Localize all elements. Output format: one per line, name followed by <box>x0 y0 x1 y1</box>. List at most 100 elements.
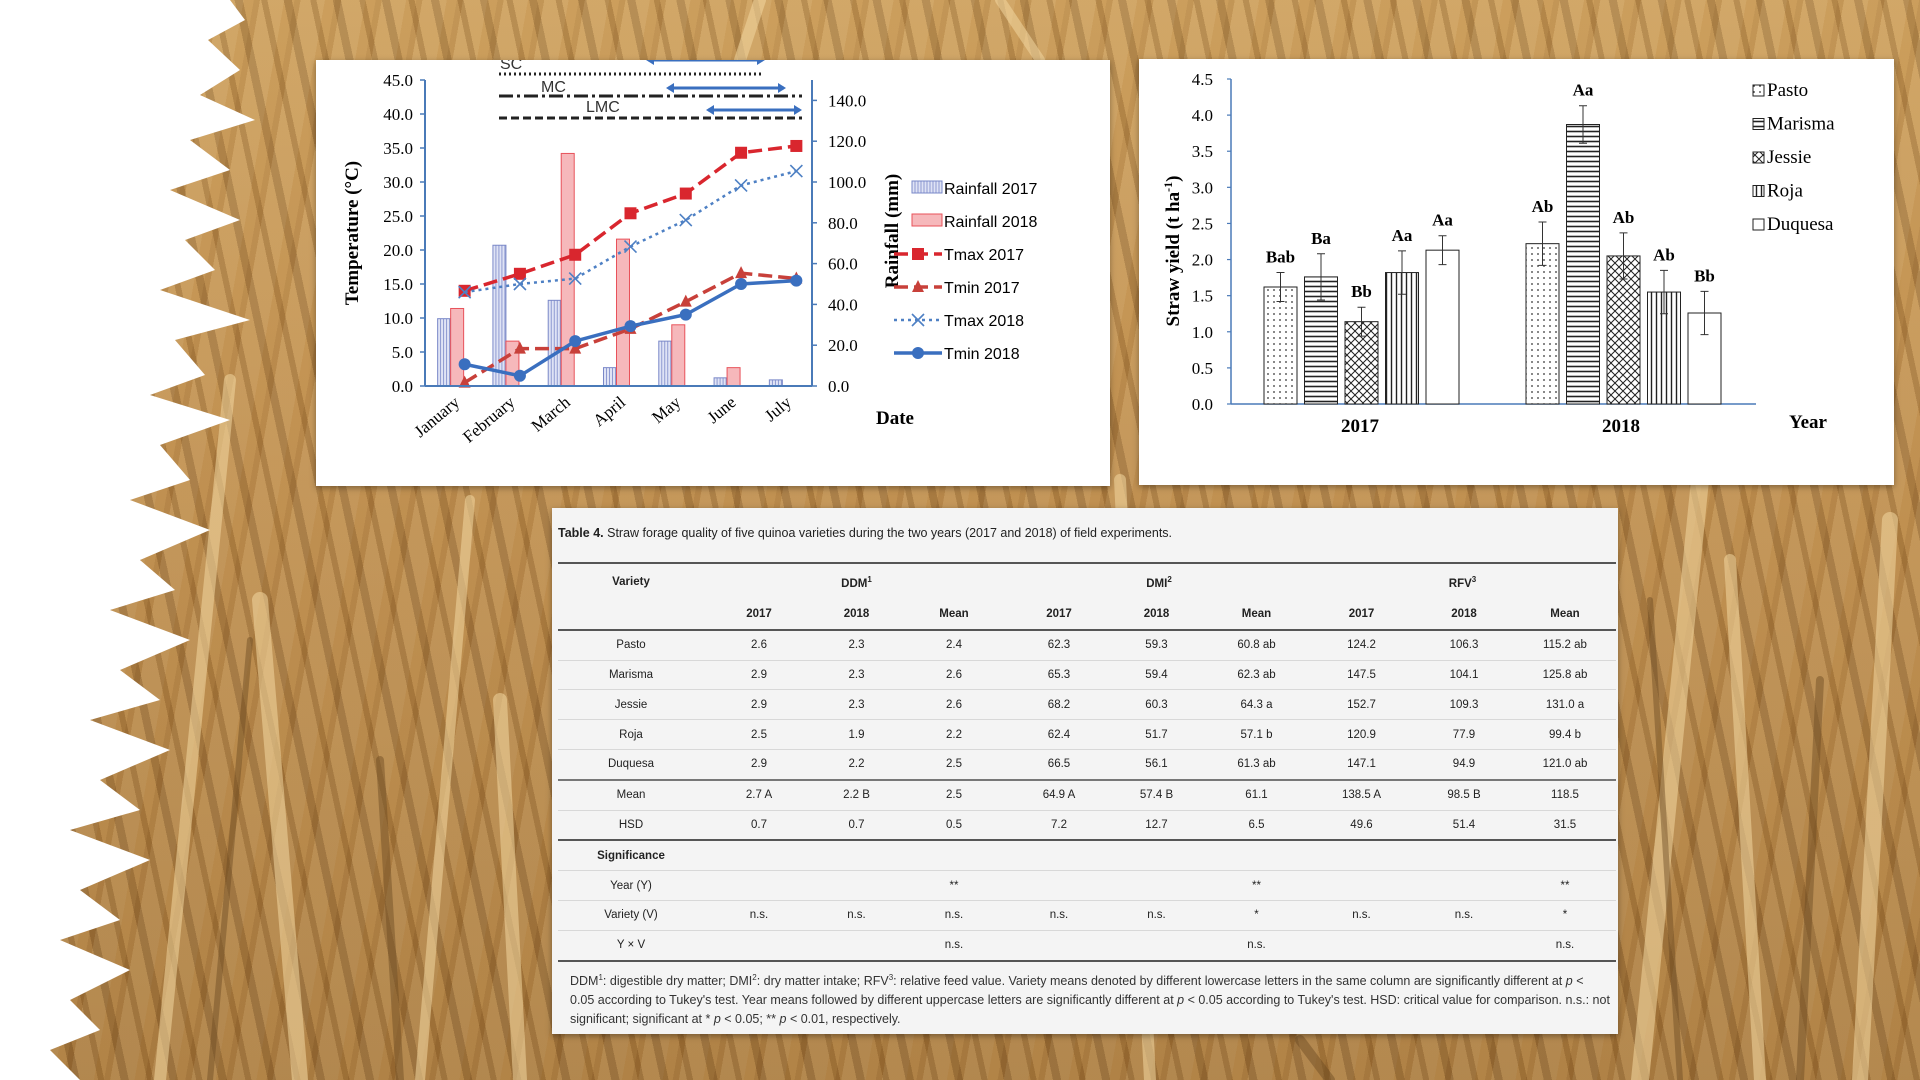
right-tick-label: 40.0 <box>828 295 858 314</box>
mean-row: Mean 2.7 A 2.2 B 2.5 64.9 A 57.4 B 61.1 138.5 A… <box>558 778 1616 811</box>
yield-legend-label: Marisma <box>1767 114 1835 135</box>
significance-header-row: Significance <box>558 840 1616 872</box>
table-cell: 56.1 <box>1109 749 1204 781</box>
table-cell: 115.2 ab <box>1514 629 1616 661</box>
rainfall-2018-bar <box>616 238 630 387</box>
table-cell: n.s. <box>1109 900 1204 931</box>
left-tick-label: 0.0 <box>392 377 413 396</box>
table-cell: 64.9 A <box>1009 778 1109 811</box>
rainfall-2017-bar <box>658 340 673 387</box>
yield-group-2018: 2018 <box>1602 416 1640 437</box>
yield-legend-item: Jessie <box>1752 147 1811 168</box>
table-subheader: 2017 2018 Mean 2017 2018 Mean 2017 2018 Mean <box>558 600 1616 631</box>
left-tick-label: 40.0 <box>383 105 413 124</box>
table-cell <box>899 840 1009 872</box>
table-cell: 2.5 <box>704 719 814 750</box>
legend-label: Rainfall 2018 <box>944 214 1038 231</box>
rainfall-2017-bar <box>492 244 507 387</box>
table-cell: 51.7 <box>1109 719 1204 750</box>
table-cell: 62.3 ab <box>1204 660 1309 691</box>
row-label: Year (Y) <box>558 870 704 901</box>
tmax-2017-point <box>513 267 526 280</box>
table-cell: n.s. <box>814 900 899 931</box>
row-label: Marisma <box>558 660 704 691</box>
left-tick-label: 5.0 <box>392 343 413 362</box>
left-tick-label: 10.0 <box>383 309 413 328</box>
duquesa-error-bar <box>1438 235 1447 266</box>
x-title: Date <box>876 408 914 429</box>
legend-label: Tmax 2017 <box>944 247 1024 264</box>
legend-tmax-2017-point <box>912 248 924 260</box>
right-tick-label: 0.0 <box>828 377 849 396</box>
right-tick-label: 80.0 <box>828 214 858 233</box>
tmin-2018-point <box>569 335 582 348</box>
table-cell: 62.3 <box>1009 629 1109 661</box>
table-cell: n.s. <box>1514 930 1616 962</box>
table-cell: 2.9 <box>704 749 814 781</box>
left-tick-label: 45.0 <box>383 71 413 90</box>
straw-yield-chart: 0.0 0.5 1.0 1.5 2.0 2.5 3.0 3.5 4.0 4.5 Bab Ab Ba Aa… <box>1161 70 1835 437</box>
caption-label: Table 4. <box>558 526 604 540</box>
rainfall-2017-bar <box>547 299 562 387</box>
header-variety: Variety <box>558 562 704 600</box>
legend-item: Tmin 2017 <box>894 280 1020 297</box>
jessie-significance-label: Bb <box>1351 282 1372 301</box>
hsd-row: HSD 0.7 0.7 0.5 7.2 12.7 6.5 49.6 51.4 31.5 <box>558 810 1616 842</box>
table-cell: 120.9 <box>1309 719 1414 750</box>
tmin-2018-point <box>735 278 748 290</box>
table-cell <box>1204 840 1309 872</box>
yield-legend-item: Duquesa <box>1752 214 1834 235</box>
table-cell: ** <box>1514 870 1616 901</box>
table-cell: ** <box>1204 870 1309 901</box>
left-tick-label: 20.0 <box>383 241 413 260</box>
tmax-2018-point <box>734 178 748 192</box>
table-cell <box>1109 840 1204 872</box>
table-cell <box>814 870 899 901</box>
rainfall-2018-bar <box>671 324 686 387</box>
legend-item: Tmax 2018 <box>894 313 1024 330</box>
pasto-bar <box>1263 286 1298 405</box>
table-cell: 2.2 B <box>814 778 899 811</box>
table-cell: 57.4 B <box>1109 778 1204 811</box>
marisma-significance-label: Aa <box>1573 81 1594 100</box>
tmin-2018-point <box>624 320 637 333</box>
tmax-2018-point <box>623 240 638 254</box>
weather-legend: Rainfall 2017 Rainfall 2018 Tmax 2017 Tmin … <box>894 180 1038 363</box>
forage-quality-table: Variety DDM1 DMI2 RFV3 2017 2018 Mean 2017 2… <box>558 562 1616 962</box>
marisma-significance-label: Ba <box>1311 229 1331 248</box>
yield-tick-label: 1.0 <box>1192 323 1213 342</box>
tmax-2017-point <box>569 248 582 261</box>
table-cell: 60.3 <box>1109 689 1204 721</box>
subheader-cell: 2017 <box>1009 600 1109 631</box>
table-cell: 1.9 <box>814 719 899 750</box>
table-cell <box>1109 930 1204 962</box>
row-label: Y × V <box>558 930 704 962</box>
table-cell: 106.3 <box>1414 629 1514 661</box>
right-tick-label: 100.0 <box>828 173 866 192</box>
table-cell: 68.2 <box>1009 689 1109 721</box>
subheader-blank <box>558 600 704 631</box>
table-cell: 64.3 a <box>1204 689 1309 721</box>
table-cell: 65.3 <box>1009 660 1109 691</box>
table-cell: 57.1 b <box>1204 719 1309 750</box>
yield-legend-item: Marisma <box>1752 114 1835 135</box>
table-row: Marisma 2.9 2.3 2.6 65.3 59.4 62.3 ab 147.5 104.… <box>558 660 1616 691</box>
tmax-2017-point <box>624 207 637 220</box>
table-cell: n.s. <box>704 900 814 931</box>
yield-tick-label: 3.5 <box>1192 142 1213 161</box>
period-label-lmc: LMC <box>586 99 620 116</box>
yield-legend-label: Jessie <box>1767 147 1811 168</box>
table-row: Roja 2.5 1.9 2.2 62.4 51.7 57.1 b 120.9 77.9 99.4… <box>558 719 1616 750</box>
right-tick-label: 120.0 <box>828 132 866 151</box>
tmax-2017-point <box>458 284 471 297</box>
yield-legend-label: Duquesa <box>1767 214 1834 235</box>
table-cell: 0.5 <box>899 810 1009 842</box>
table-cell: 12.7 <box>1109 810 1204 842</box>
table-cell: 118.5 <box>1514 778 1616 811</box>
table-cell <box>1109 870 1204 901</box>
table-cell: 61.1 <box>1204 778 1309 811</box>
yield-tick-label: 4.0 <box>1192 106 1213 125</box>
table-cell: 2.3 <box>814 660 899 691</box>
table-cell <box>1309 840 1414 872</box>
